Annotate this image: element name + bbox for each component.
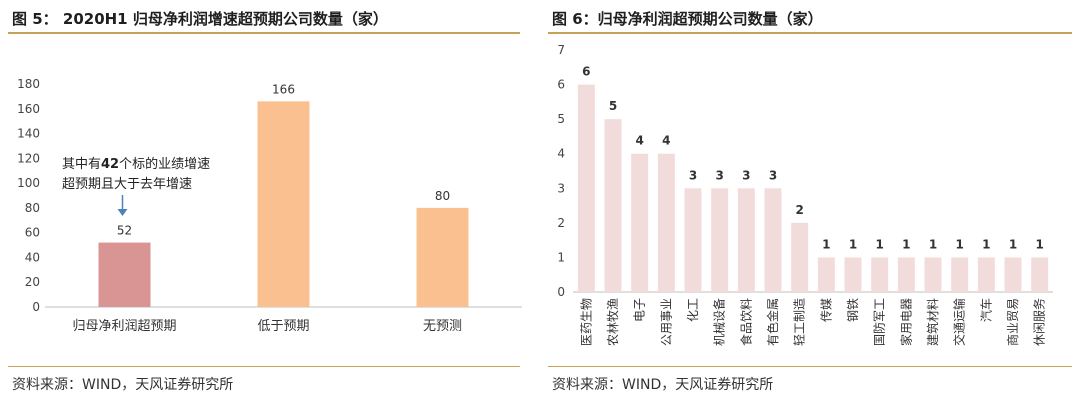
figure-6-title: 图 6：归母净利润超预期公司数量（家） <box>552 10 823 28</box>
y-tick-label: 100 <box>17 176 40 190</box>
x-tick-label: 国防军工 <box>872 298 887 346</box>
y-tick-label: 40 <box>25 250 40 264</box>
x-tick-label: 家用电器 <box>898 298 913 346</box>
data-label: 3 <box>689 168 697 182</box>
x-tick-label: 交通运输 <box>952 298 967 346</box>
annotation-arrow-head <box>117 209 128 216</box>
y-tick-label: 0 <box>32 300 40 314</box>
data-label: 1 <box>929 237 937 251</box>
bar <box>817 257 835 292</box>
x-tick-label: 休闲服务 <box>1032 298 1047 346</box>
annotation-line-1: 其中有42个标的业绩增速 <box>62 156 210 172</box>
y-tick-label: 4 <box>557 147 565 161</box>
x-tick-label: 无预测 <box>423 319 462 334</box>
data-label: 4 <box>662 134 670 148</box>
data-label: 166 <box>272 82 295 96</box>
data-label: 6 <box>582 65 590 79</box>
y-tick-label: 1 <box>557 250 565 264</box>
bar <box>737 188 755 292</box>
bar <box>977 257 995 292</box>
x-tick-label: 归母净利润超预期 <box>72 319 176 334</box>
data-label: 5 <box>609 99 617 113</box>
bar <box>711 188 729 292</box>
x-tick-label: 传媒 <box>818 298 833 322</box>
y-tick-label: 7 <box>557 43 565 57</box>
annotation-line-2: 超预期且大于去年增速 <box>62 177 192 192</box>
figure-6-bottom-rule <box>548 366 1072 367</box>
data-label: 2 <box>795 203 803 217</box>
y-tick-label: 2 <box>557 216 565 230</box>
bar <box>604 119 622 293</box>
x-tick-label: 商业贸易 <box>1005 298 1020 346</box>
y-tick-label: 0 <box>557 285 565 299</box>
figure-5-chart: 0 20 40 60 80 100 120 140 160 180 52 归母净利润超预期 166 低于预… <box>17 77 522 334</box>
figure-6-panel: 图 6：归母净利润超预期公司数量（家） 0 1 2 3 4 5 6 7 6 医药生物 5 农林牧渔 4 电… <box>540 0 1080 401</box>
bar <box>631 153 649 292</box>
data-label: 1 <box>1009 237 1017 251</box>
data-label: 1 <box>982 237 990 251</box>
x-tick-label: 建筑材料 <box>925 298 940 346</box>
bar <box>1031 257 1049 292</box>
y-tick-label: 80 <box>25 201 40 215</box>
bar <box>871 257 889 292</box>
x-tick-label: 汽车 <box>978 298 993 322</box>
data-label: 52 <box>117 224 132 238</box>
bar <box>577 84 595 292</box>
x-tick-label: 低于预期 <box>257 319 309 334</box>
data-label: 4 <box>635 134 643 148</box>
y-tick-label: 5 <box>557 112 565 126</box>
y-tick-label: 140 <box>17 127 40 141</box>
data-label: 1 <box>1035 237 1043 251</box>
y-tick-label: 60 <box>25 226 40 240</box>
bar <box>98 242 151 307</box>
bar <box>684 188 702 292</box>
bar <box>764 188 782 292</box>
data-label: 80 <box>435 189 450 203</box>
data-label: 1 <box>875 237 883 251</box>
bar <box>951 257 969 292</box>
x-tick-label: 钢铁 <box>846 298 860 322</box>
figure-5-top-rule <box>8 32 520 34</box>
data-label: 1 <box>902 237 910 251</box>
data-label: 1 <box>822 237 830 251</box>
data-label: 3 <box>769 168 777 182</box>
y-tick-label: 3 <box>557 181 565 195</box>
figure-5-panel: 图 5： 2020H1 归母净利润增速超预期公司数量（家） 0 20 40 60 80 1… <box>0 0 528 401</box>
figure-5-source: 资料来源：WIND，天风证券研究所 <box>12 377 234 393</box>
x-tick-label: 医药生物 <box>579 298 593 346</box>
x-tick-label: 有色金属 <box>765 298 780 346</box>
data-label: 3 <box>715 168 723 182</box>
bar <box>791 222 809 292</box>
data-label: 3 <box>742 168 750 182</box>
x-tick-label: 食品饮料 <box>738 298 753 346</box>
x-tick-label: 电子 <box>633 298 647 322</box>
y-tick-label: 20 <box>25 275 40 289</box>
data-label: 1 <box>955 237 963 251</box>
figure-5-bottom-rule <box>8 366 520 367</box>
x-tick-label: 农林牧渔 <box>606 298 620 346</box>
bar <box>1004 257 1022 292</box>
y-tick-label: 180 <box>17 77 40 91</box>
bar <box>844 257 862 292</box>
y-tick-label: 160 <box>17 102 40 116</box>
y-tick-label: 6 <box>557 78 565 92</box>
figure-6-top-rule <box>548 32 1072 34</box>
x-tick-label: 机械设备 <box>712 298 727 346</box>
x-tick-label: 轻工制造 <box>793 298 807 346</box>
bar <box>657 153 675 292</box>
y-tick-label: 120 <box>17 151 40 165</box>
data-label: 1 <box>849 237 857 251</box>
bar <box>897 257 915 292</box>
figure-6-source: 资料来源：WIND，天风证券研究所 <box>552 377 774 393</box>
bar <box>924 257 942 292</box>
x-tick-label: 公用事业 <box>659 298 673 346</box>
bar <box>257 101 310 307</box>
figure-5-title: 图 5： 2020H1 归母净利润增速超预期公司数量（家） <box>12 10 388 28</box>
bar <box>416 207 469 307</box>
x-tick-label: 化工 <box>686 298 700 322</box>
figure-6-chart: 0 1 2 3 4 5 6 7 6 医药生物 5 农林牧渔 4 电子 4 公用事业 3 化工 3 机械设备 3 食品饮料 3… <box>557 43 1053 346</box>
